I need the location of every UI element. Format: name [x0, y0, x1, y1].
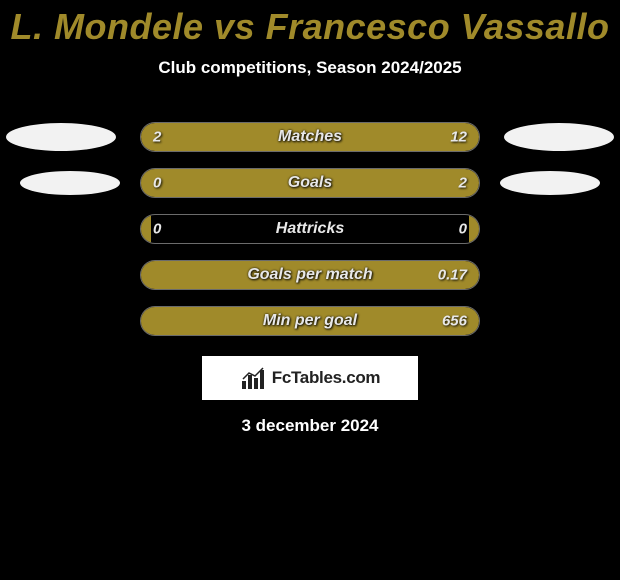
bar-right-fill [469, 215, 479, 243]
stat-row: 656 Min per goal [0, 298, 620, 344]
stat-label: Min per goal [263, 312, 357, 330]
stat-bar: 0.17 Goals per match [140, 260, 480, 290]
stat-bar: 0 2 Goals [140, 168, 480, 198]
stat-value-right: 0 [459, 221, 467, 238]
player-left-oval [20, 171, 120, 195]
stat-bar: 0 0 Hattricks [140, 214, 480, 244]
stat-label: Hattricks [276, 220, 344, 238]
stat-bar: 656 Min per goal [140, 306, 480, 336]
page-title: L. Mondele vs Francesco Vassallo [0, 6, 620, 48]
stat-value-left: 2 [153, 129, 161, 146]
logo-text: FcTables.com [272, 368, 381, 388]
stat-rows: 2 12 Matches 0 2 Goals 0 0 Hattricks 0.17 Goals pe… [0, 114, 620, 344]
stat-label: Goals [288, 174, 332, 192]
player-left-oval [6, 123, 116, 151]
bar-left-fill [141, 261, 151, 289]
bar-left-fill [141, 169, 151, 197]
stat-value-right: 2 [459, 175, 467, 192]
player-right-oval [500, 171, 600, 195]
logo-inner: FcTables.com [240, 365, 381, 391]
barchart-icon [240, 365, 268, 391]
stat-value-left: 0 [153, 175, 161, 192]
subtitle: Club competitions, Season 2024/2025 [0, 58, 620, 78]
bar-left-fill [141, 307, 151, 335]
stat-label: Goals per match [247, 266, 372, 284]
stat-value-right: 656 [442, 313, 467, 330]
comparison-container: L. Mondele vs Francesco Vassallo Club co… [0, 0, 620, 436]
player-right-oval [504, 123, 614, 151]
stat-value-left: 0 [153, 221, 161, 238]
bar-left-fill [141, 123, 202, 151]
stat-row: 0.17 Goals per match [0, 252, 620, 298]
bar-left-fill [141, 215, 151, 243]
date-text: 3 december 2024 [0, 416, 620, 436]
stat-row: 2 12 Matches [0, 114, 620, 160]
stat-label: Matches [278, 128, 342, 146]
logo-box: FcTables.com [202, 356, 418, 400]
stat-value-right: 0.17 [438, 267, 467, 284]
stat-value-right: 12 [450, 129, 467, 146]
stat-bar: 2 12 Matches [140, 122, 480, 152]
stat-row: 0 2 Goals [0, 160, 620, 206]
stat-row: 0 0 Hattricks [0, 206, 620, 252]
